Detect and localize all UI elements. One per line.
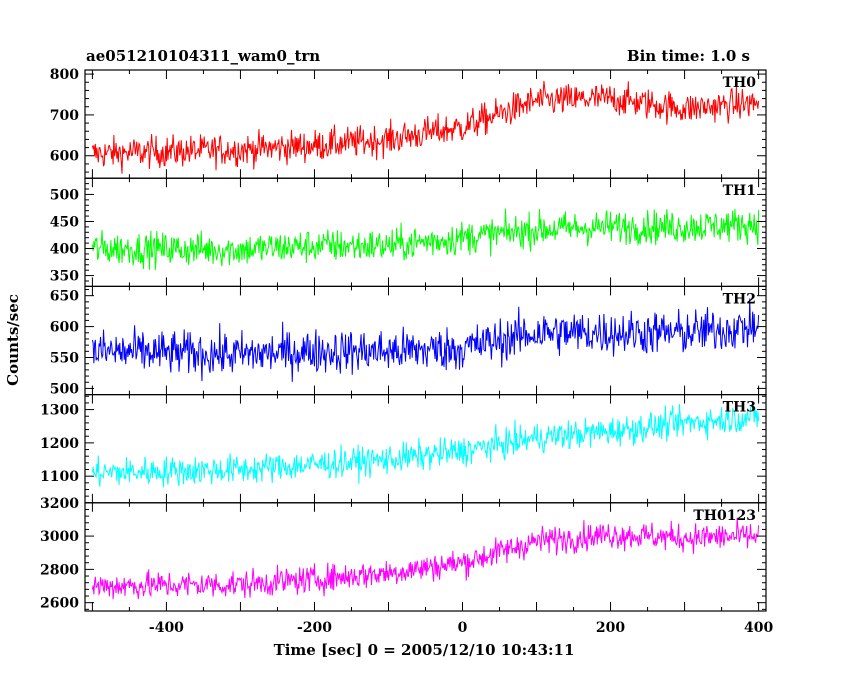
panel-frame — [84, 177, 767, 287]
y-tick-label: 1200 — [40, 436, 79, 452]
x-axis: -400 -200 0 200 400 — [149, 620, 774, 636]
x-tick-label: 0 — [458, 620, 468, 636]
y-tick-label: 600 — [50, 320, 79, 336]
series-line-th2 — [91, 298, 760, 382]
panel-th1: 350 400 450 500 TH1 — [50, 177, 767, 287]
x-tick-label: -200 — [297, 620, 332, 636]
x-axis-label: Time [sec] 0 = 2005/12/10 10:43:11 — [274, 641, 575, 659]
x-tick-label: 400 — [744, 620, 773, 636]
y-tick-label: 1100 — [40, 469, 79, 485]
panel-label-th0: TH0 — [723, 75, 757, 91]
y-tick-label: 2800 — [40, 562, 79, 578]
y-tick-label: 400 — [50, 242, 79, 258]
y-tick-label: 500 — [50, 187, 79, 203]
chart-title: ae051210104311_wam0_trn — [86, 47, 320, 65]
y-tick-label: 700 — [50, 108, 79, 124]
y-tick-label: 600 — [50, 149, 79, 165]
y-axis-label: Counts/sec — [4, 294, 22, 386]
bin-time-label: Bin time: 1.0 s — [627, 47, 750, 65]
y-tick-label: 1300 — [40, 403, 79, 419]
y-tick-label: 2600 — [40, 596, 79, 612]
y-tick-label: 450 — [50, 214, 79, 230]
panel-th2: 500 550 600 650 TH2 — [50, 285, 767, 397]
panels-group: 600 700 800 TH0 350 400 450 500 TH1 500 550 600 650 T… — [40, 67, 767, 612]
panel-label-th0123: TH0123 — [693, 508, 756, 524]
panel-th0123: 2600 2800 3000 3200 TH0123 — [40, 496, 767, 612]
series-line-th3 — [91, 403, 760, 488]
y-tick-label: 350 — [50, 269, 79, 285]
panel-frame — [84, 394, 767, 504]
x-tick-label: 200 — [596, 620, 625, 636]
y-tick-label: 800 — [50, 67, 79, 83]
y-tick-label: 500 — [50, 381, 79, 397]
panel-label-th2: TH2 — [723, 291, 756, 307]
y-tick-label: 3000 — [40, 529, 79, 545]
panel-label-th1: TH1 — [723, 183, 756, 199]
x-tick-label: -400 — [149, 620, 184, 636]
y-tick-label: 650 — [50, 289, 79, 305]
y-tick-label: 550 — [50, 351, 79, 367]
panel-frame — [84, 502, 767, 612]
panel-label-th3: TH3 — [723, 400, 756, 416]
series-line-th0 — [91, 80, 760, 174]
panel-th3: 1100 1200 1300 TH3 — [40, 394, 767, 504]
panel-th0: 600 700 800 TH0 — [50, 67, 767, 179]
series-line-th0123 — [91, 517, 760, 600]
y-tick-label: 3200 — [40, 496, 79, 512]
series-line-th1 — [91, 208, 760, 270]
